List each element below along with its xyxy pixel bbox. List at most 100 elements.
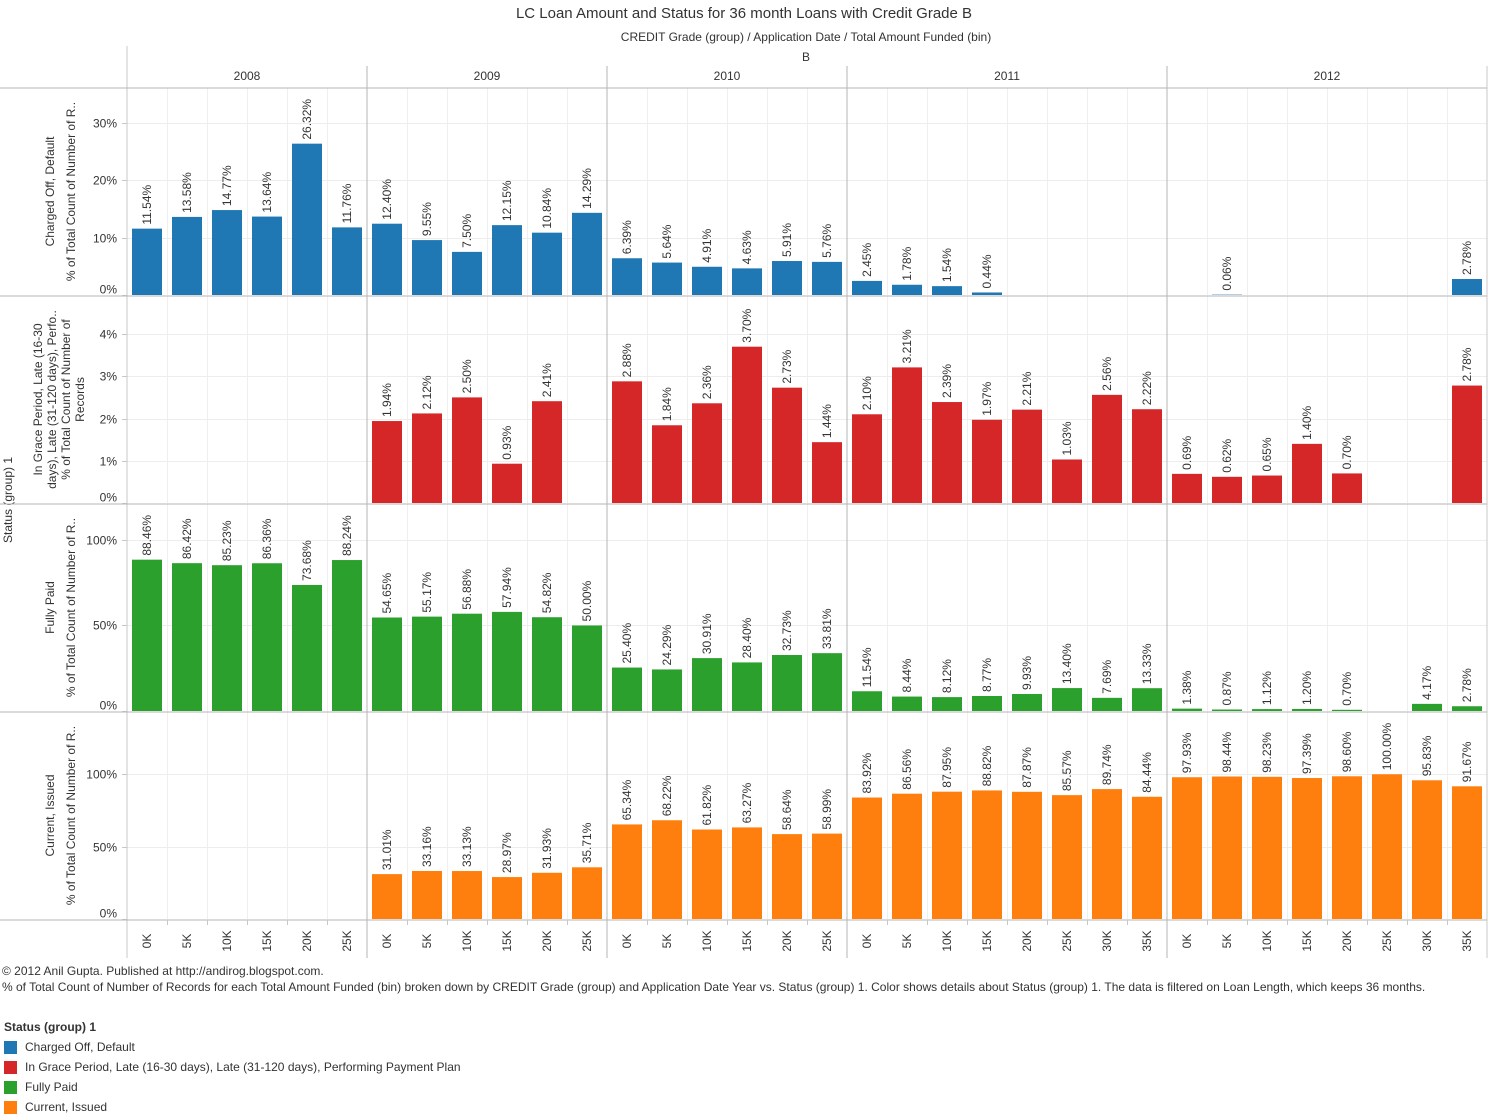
bar — [372, 223, 402, 295]
x-tick-label: 10K — [460, 930, 474, 951]
bar — [1132, 688, 1162, 711]
data-label: 25.40% — [620, 623, 634, 664]
data-label: 100.00% — [1380, 723, 1394, 771]
bar — [772, 655, 802, 711]
x-tick-label: 10K — [220, 930, 234, 951]
data-label: 2.73% — [780, 349, 794, 383]
data-label: 11.54% — [860, 647, 874, 687]
bar — [412, 413, 442, 503]
data-label: 85.23% — [220, 520, 234, 561]
bar — [1212, 709, 1242, 711]
legend-item-late[interactable]: In Grace Period, Late (16-30 days), Late… — [4, 1057, 461, 1077]
data-label: 0.44% — [980, 254, 994, 288]
legend-item-charged-off[interactable]: Charged Off, Default — [4, 1037, 461, 1057]
bar — [252, 563, 282, 711]
bar — [1172, 777, 1202, 919]
y-tick-label: 100% — [86, 534, 117, 548]
bar — [1092, 697, 1122, 711]
legend-item-current[interactable]: Current, Issued — [4, 1097, 461, 1117]
bar — [332, 227, 362, 295]
bar — [492, 611, 522, 711]
bar — [652, 425, 682, 503]
y-tick-label: 30% — [93, 117, 117, 131]
data-label: 2.22% — [1140, 371, 1154, 405]
legend-label: Fully Paid — [25, 1080, 78, 1094]
x-tick-label: 5K — [660, 934, 674, 949]
data-label: 55.17% — [420, 572, 434, 613]
data-label: 54.82% — [540, 572, 554, 613]
footer-description: % of Total Count of Number of Records fo… — [2, 980, 1426, 994]
data-label: 0.06% — [1220, 256, 1234, 290]
bar — [492, 225, 522, 295]
x-tick-label: 0K — [140, 934, 154, 949]
bar — [412, 616, 442, 711]
legend-item-fully-paid[interactable]: Fully Paid — [4, 1077, 461, 1097]
bar — [1332, 709, 1362, 711]
data-label: 2.78% — [1460, 668, 1474, 702]
bar — [732, 346, 762, 503]
x-tick-label: 15K — [980, 930, 994, 951]
data-label: 2.10% — [860, 376, 874, 410]
data-label: 12.40% — [380, 179, 394, 220]
bar — [372, 874, 402, 919]
row-axis-label: % of Total Count of Number of R.. — [64, 102, 78, 281]
gridlines — [127, 88, 1487, 919]
x-tick-label: 15K — [1300, 930, 1314, 951]
data-label: 2.39% — [940, 364, 954, 398]
data-label: 28.40% — [740, 617, 754, 658]
data-label: 95.83% — [1420, 735, 1434, 776]
year-header-2012: 2012 — [1314, 69, 1341, 83]
row-dimension-label: Status (group) 1 — [1, 457, 15, 543]
x-tick-label: 15K — [740, 930, 754, 951]
data-label: 13.64% — [260, 172, 274, 213]
data-label: 4.91% — [700, 228, 714, 262]
bar — [1412, 780, 1442, 919]
labels: 2008 2009 2010 2011 2012 0% 10% 20% 30% Charged O… — [31, 69, 1474, 952]
bar — [812, 261, 842, 295]
bar — [572, 625, 602, 711]
y-tick-label: 50% — [93, 841, 117, 855]
data-label: 56.88% — [460, 569, 474, 610]
data-label: 11.54% — [140, 185, 154, 225]
x-tick-label: 30K — [1100, 930, 1114, 951]
bar — [252, 216, 282, 295]
bar — [612, 824, 642, 919]
bar — [492, 463, 522, 503]
chart-title: LC Loan Amount and Status for 36 month L… — [516, 5, 972, 22]
bar — [1012, 694, 1042, 711]
year-header-2010: 2010 — [714, 69, 741, 83]
bar — [892, 284, 922, 295]
legend-label: Current, Issued — [25, 1100, 108, 1114]
data-label: 31.01% — [380, 829, 394, 870]
bar — [292, 584, 322, 711]
y-tick-label: 3% — [100, 370, 118, 384]
bar — [1252, 776, 1282, 919]
y-tick-label: 20% — [93, 174, 117, 188]
bar — [412, 870, 442, 919]
data-label: 1.54% — [940, 248, 954, 282]
bar — [972, 790, 1002, 919]
data-label: 9.93% — [1020, 656, 1034, 690]
x-tick-label: 5K — [420, 934, 434, 949]
data-label: 88.46% — [140, 515, 154, 556]
data-label: 1.12% — [1260, 671, 1274, 705]
bar — [532, 401, 562, 503]
data-label: 8.44% — [900, 658, 914, 692]
x-tick-label: 15K — [500, 930, 514, 951]
bar — [692, 829, 722, 919]
data-label: 14.77% — [220, 165, 234, 206]
bar — [932, 697, 962, 711]
bar — [812, 833, 842, 919]
data-label: 8.77% — [980, 658, 994, 692]
data-label: 83.92% — [860, 752, 874, 793]
bar — [932, 791, 962, 919]
data-label: 10.84% — [540, 188, 554, 229]
bar — [732, 662, 762, 711]
row-status-label: Current, Issued — [43, 774, 57, 856]
bar — [1292, 443, 1322, 503]
data-label: 57.94% — [500, 567, 514, 608]
data-label: 33.16% — [420, 826, 434, 867]
data-label: 9.55% — [420, 202, 434, 236]
bar — [852, 691, 882, 711]
data-label: 5.91% — [780, 223, 794, 257]
